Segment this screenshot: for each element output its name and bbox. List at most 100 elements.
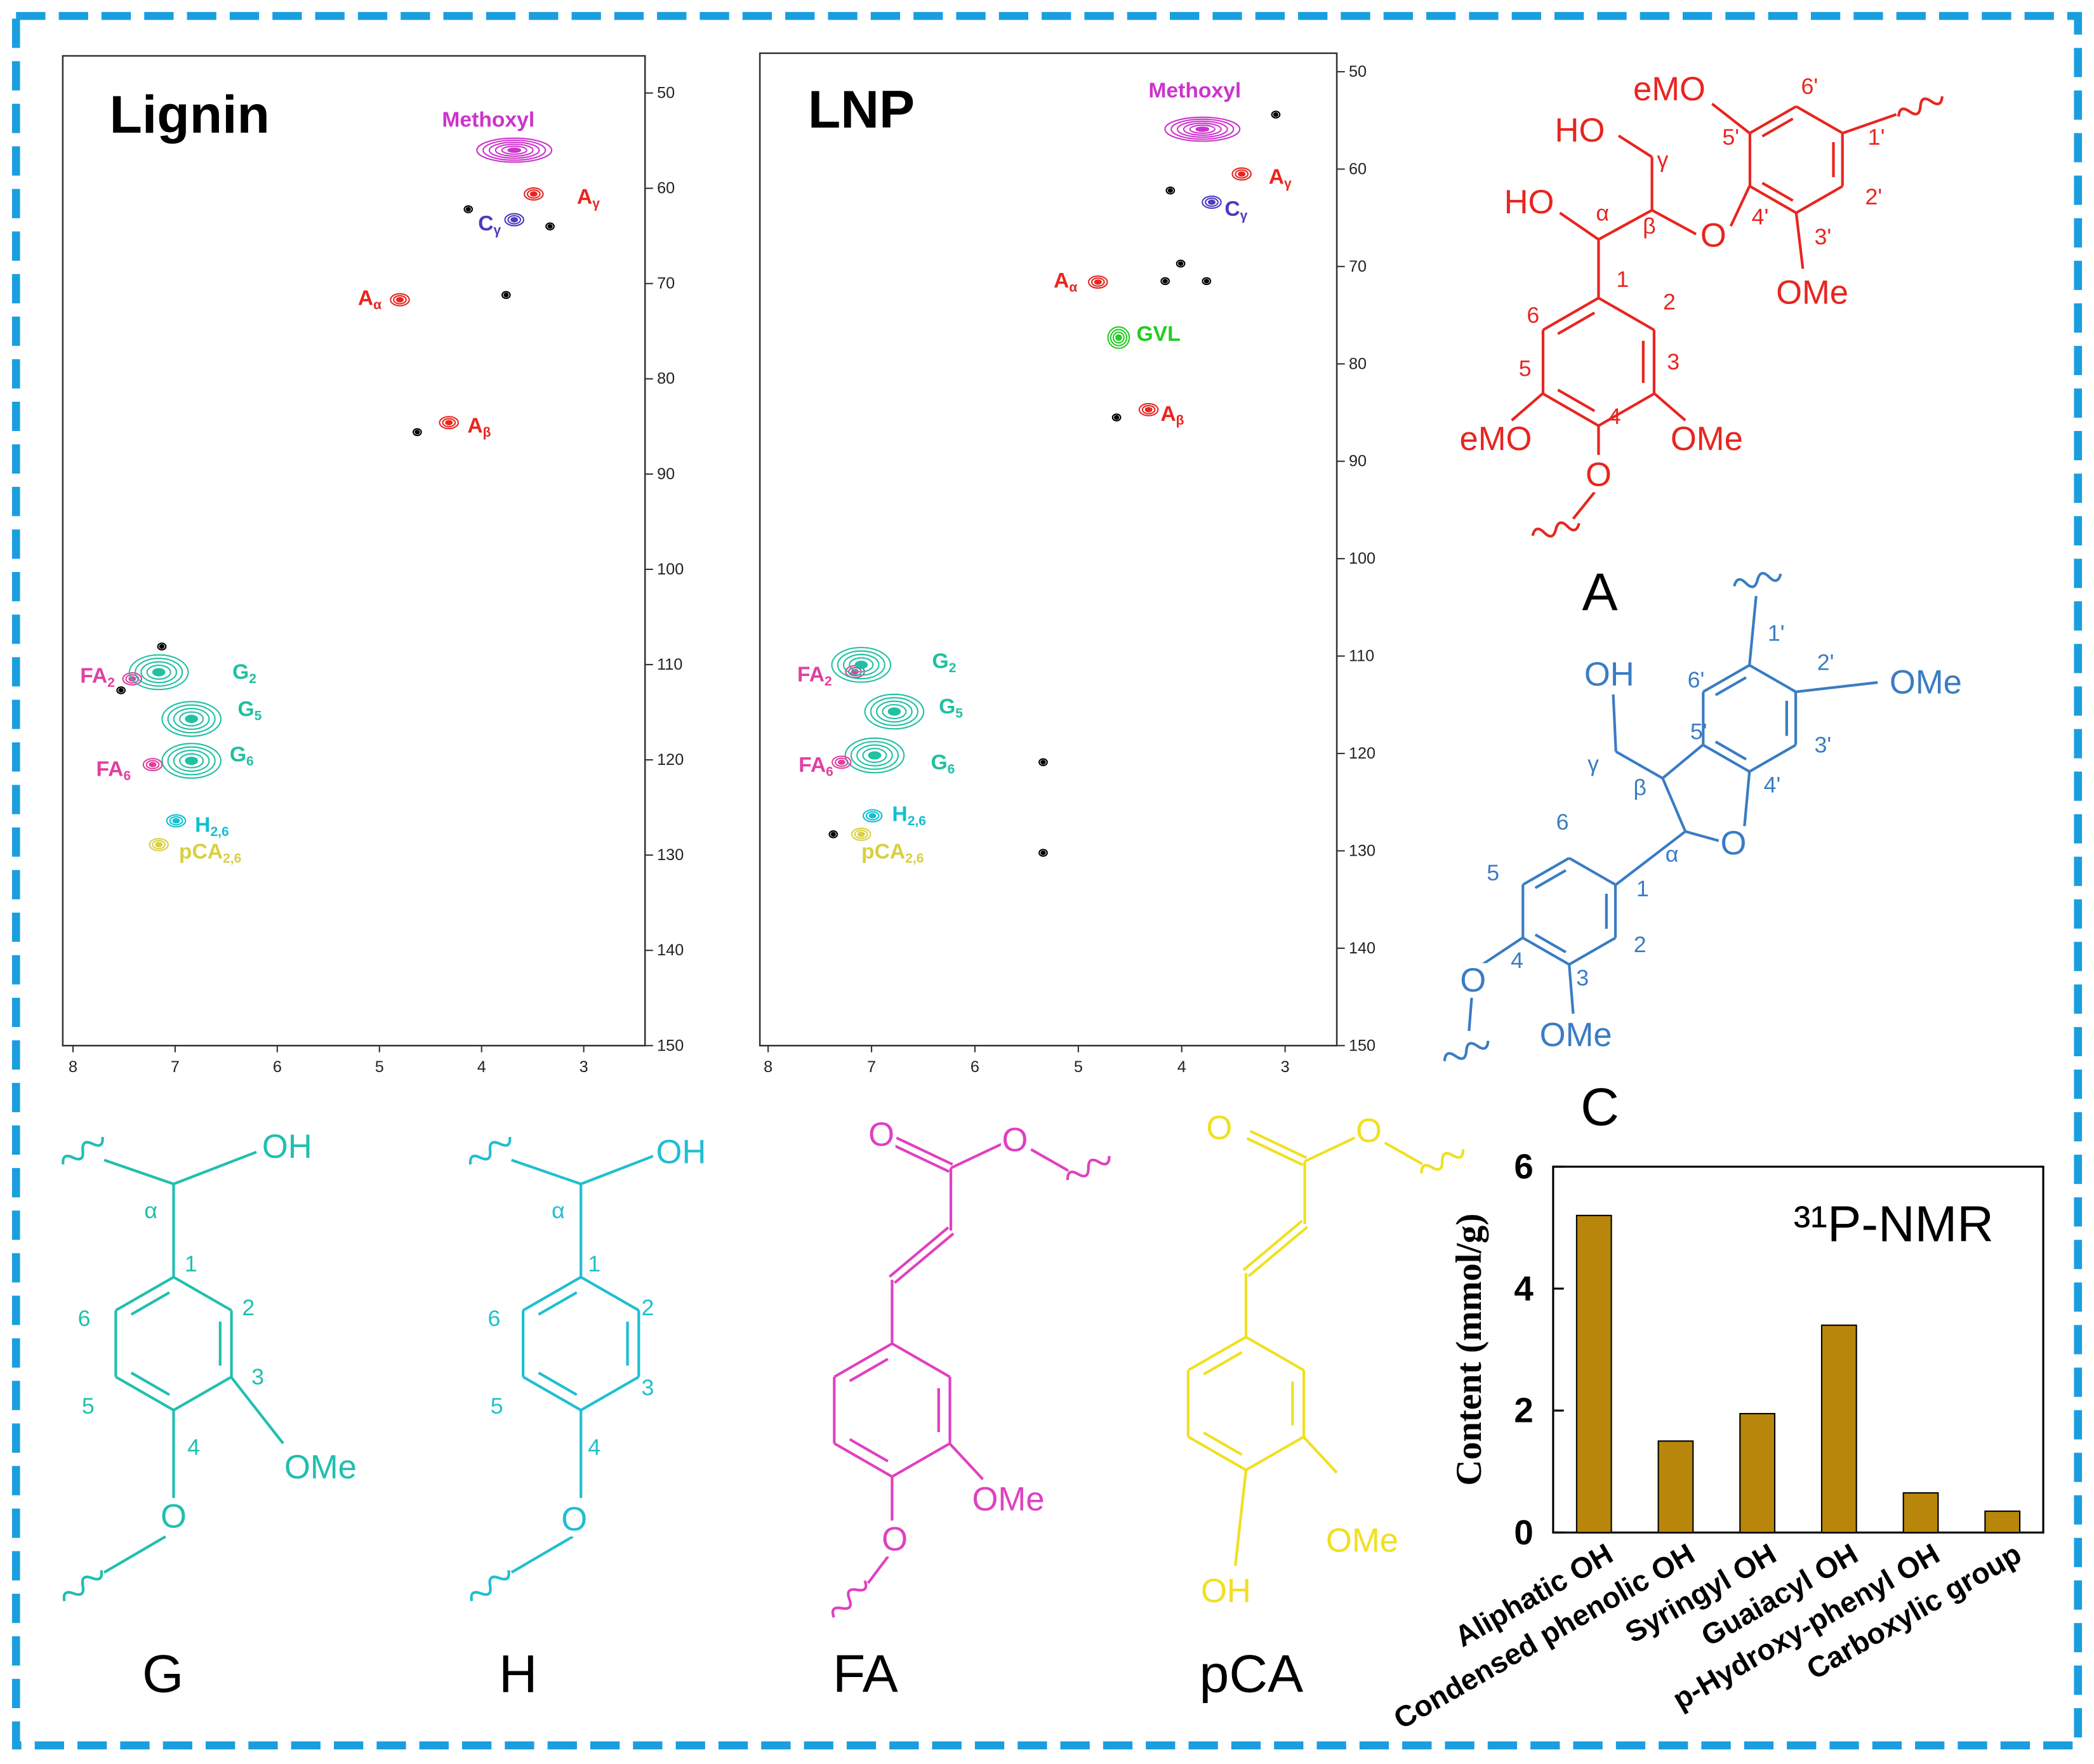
wavy-bond [1066, 1156, 1111, 1181]
contour [155, 842, 163, 847]
x-tick-label: 5 [1074, 1058, 1083, 1076]
peak [851, 827, 871, 841]
y-tick-label: 140 [1349, 939, 1375, 957]
y-tick-label: 6 [1514, 1148, 1533, 1186]
contour [854, 660, 868, 669]
bond [1534, 869, 1567, 889]
bond [1245, 1435, 1305, 1471]
x-tick-label: 8 [69, 1058, 77, 1076]
atom-label: O [1002, 1122, 1028, 1159]
peak-label: H2,6 [195, 813, 229, 839]
contour [1176, 120, 1228, 138]
bond [1542, 392, 1600, 427]
atom-label: 2 [1663, 289, 1676, 315]
atom-label: O [868, 1116, 894, 1153]
atom-label: 1 [185, 1251, 197, 1277]
contour [837, 759, 845, 765]
bond [511, 1158, 581, 1186]
contour [828, 830, 838, 839]
peak-label-sub: β [1176, 413, 1184, 428]
contour [857, 832, 865, 837]
peak [166, 814, 187, 828]
contour [1162, 279, 1168, 284]
bond [1242, 1219, 1303, 1271]
peak-label: pCA2,6 [179, 840, 241, 865]
contour [529, 191, 538, 197]
wavy-bond [1733, 572, 1782, 588]
peak-label-main: A [358, 286, 373, 310]
atom-label: 1' [1868, 124, 1885, 150]
x-tick-label: 4 [1177, 1058, 1186, 1076]
contour [488, 141, 540, 159]
contour [862, 809, 883, 823]
contour [482, 139, 547, 161]
bond [1203, 1351, 1243, 1376]
atom-bg [1205, 1110, 1234, 1146]
bond [892, 1143, 950, 1173]
atom-label: 6' [1688, 667, 1705, 693]
atom-label: O [1460, 962, 1486, 999]
annotation: ³¹P-NMR [1794, 1196, 1994, 1252]
bond [1729, 185, 1751, 227]
bond [1030, 1148, 1070, 1172]
peak-label-sub: 6 [826, 764, 833, 779]
peak-label-sub: α [373, 297, 381, 312]
contour [864, 693, 925, 730]
bond [130, 1371, 170, 1396]
structure-title: C [1580, 1077, 1619, 1137]
atom-label: 2 [641, 1295, 654, 1320]
atom-label: β [1633, 775, 1647, 800]
peak [1160, 277, 1170, 286]
contour [118, 687, 124, 693]
bond [1662, 744, 1704, 779]
contour [856, 744, 893, 767]
peak-label: G2 [932, 649, 957, 675]
atom-bg [867, 1117, 896, 1152]
peak [1038, 758, 1048, 767]
peak-label-sub: 6 [948, 762, 955, 776]
contour [1203, 279, 1210, 284]
contour [862, 748, 887, 764]
atom-label: eMO [1633, 70, 1706, 108]
atom-bg [1627, 72, 1712, 107]
peak [1138, 402, 1159, 416]
contour [1205, 197, 1219, 207]
contour [161, 701, 222, 737]
contour [1164, 116, 1241, 142]
contour [545, 222, 555, 230]
y-tick-label: 80 [657, 370, 675, 388]
bond [1796, 681, 1878, 693]
bond [1749, 664, 1797, 693]
atom-label: O [882, 1520, 908, 1558]
bond [1302, 1436, 1338, 1474]
atom-label: 5 [1519, 356, 1532, 381]
peak-label-sub: 5 [955, 706, 963, 720]
bar [1820, 1324, 1857, 1534]
contour [854, 830, 868, 839]
atom-label: OMe [1540, 1016, 1612, 1054]
peak [504, 213, 524, 227]
y-tick-label: 150 [657, 1037, 684, 1054]
peak-label-main: A [467, 414, 482, 437]
bond [1481, 936, 1523, 966]
x-tick-label: 5 [375, 1058, 384, 1076]
contour [504, 213, 524, 227]
contour [146, 665, 171, 680]
contour [832, 755, 852, 769]
atom-label: 6 [488, 1306, 501, 1331]
bond [522, 1376, 582, 1412]
contour [1183, 123, 1222, 136]
peak-label: G6 [931, 750, 955, 776]
atom-bg [1198, 1574, 1254, 1608]
atom-label: 5 [491, 1393, 503, 1419]
atom-label: 2 [1634, 932, 1647, 957]
bond [230, 1376, 284, 1445]
peak [142, 758, 163, 772]
atom-bg [653, 1134, 710, 1170]
peak-label: Methoxyl [1148, 79, 1241, 102]
peak [1107, 326, 1130, 349]
bond [173, 1150, 257, 1186]
bond [1568, 964, 1575, 1014]
peak-label: Methoxyl [442, 108, 534, 131]
peak-label-main: pCA [179, 840, 223, 863]
